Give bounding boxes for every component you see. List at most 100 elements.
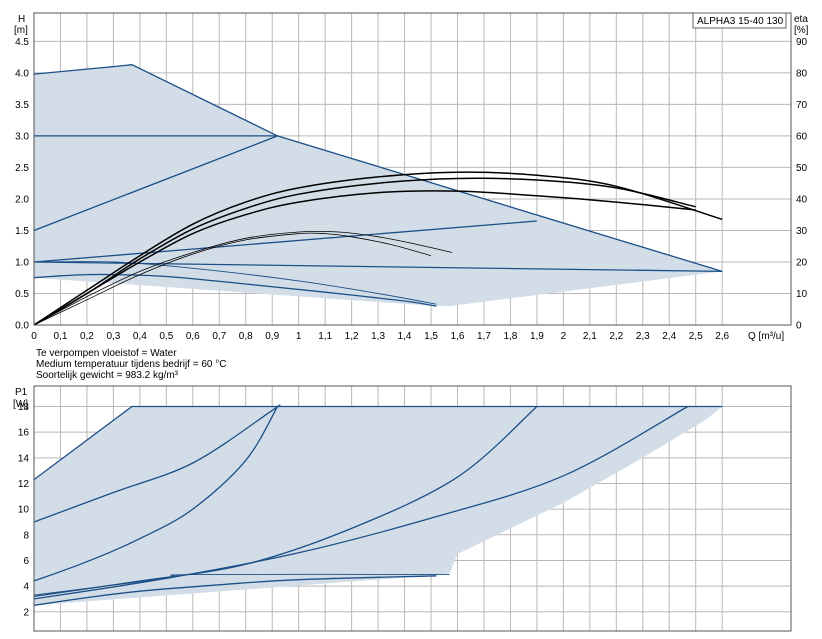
power-curve-power-curve	[33, 406, 538, 598]
power-curve-max-power	[33, 405, 723, 481]
efficiency-tick-label: 70	[796, 100, 808, 111]
flow-tick-label: 2	[561, 331, 567, 342]
head-tick-label: 4.5	[15, 37, 29, 48]
efficiency-tick-labels: 0 10 20 30 40 50 60 70 80 90	[796, 37, 808, 332]
flow-tick-label: 1,1	[318, 331, 332, 342]
flow-tick-label: 0,1	[54, 331, 68, 342]
flow-tick-label: 0,8	[239, 331, 253, 342]
efficiency-curve	[33, 230, 453, 326]
head-tick-label: 0.0	[15, 321, 29, 332]
flow-tick-label: 0,4	[133, 331, 147, 342]
flow-tick-label: 1,6	[451, 331, 465, 342]
flow-tick-label: 1,3	[371, 331, 385, 342]
power-curve-panel: 2 4 6 8 10 12 14 16 18 P1 [W]	[13, 385, 792, 632]
flow-tick-label: 1,4	[398, 331, 412, 342]
head-axis-label: H	[18, 14, 25, 25]
head-tick-label: 0.5	[15, 289, 29, 300]
flow-tick-label: 1,5	[424, 331, 438, 342]
head-tick-labels: 0.0 0.5 1.0 1.5 2.0 2.5 3.0 3.5 4.0 4.5	[15, 37, 29, 332]
power-curve-power-curve	[33, 406, 279, 582]
head-curve-min-curve-secondary	[33, 261, 437, 305]
power-axis-label: P1	[15, 387, 28, 398]
flow-tick-label: 2,6	[715, 331, 729, 342]
head-tick-label: 3.0	[15, 131, 29, 142]
efficiency-axis-label: eta	[794, 14, 808, 25]
flow-tick-label: 1	[296, 331, 302, 342]
flow-tick-label: 2,1	[583, 331, 597, 342]
power-curve-constant-curve-thin	[33, 573, 450, 596]
power-tick-label: 16	[18, 428, 30, 439]
efficiency-curve	[33, 177, 696, 326]
power-operating-area	[34, 406, 723, 606]
head-tick-label: 2.0	[15, 194, 29, 205]
model-label: ALPHA3 15-40 130	[697, 16, 784, 27]
efficiency-tick-label: 50	[796, 163, 808, 174]
efficiency-tick-label: 20	[796, 257, 808, 268]
head-tick-label: 4.0	[15, 68, 29, 79]
power-curve-power-curve	[33, 405, 689, 600]
power-tick-label: 14	[18, 453, 30, 464]
flow-tick-label: 0,2	[80, 331, 94, 342]
efficiency-tick-label: 60	[796, 131, 808, 142]
head-plot-frame	[33, 12, 792, 326]
head-curve-proportional-pressure-upper	[33, 135, 278, 232]
efficiency-tick-label: 40	[796, 194, 808, 205]
flow-tick-labels: 0 0,1 0,2 0,3 0,4 0,5 0,6 0,7 0,8 0,9 1 1,1 1,2 1,3 1,…	[31, 331, 729, 342]
head-axis-unit: [m]	[14, 25, 28, 36]
density-note: Soortelijk gewicht = 983.2 kg/m³	[36, 370, 179, 381]
efficiency-tick-label: 0	[796, 321, 802, 332]
power-tick-label: 8	[23, 530, 29, 541]
efficiency-tick-label: 90	[796, 37, 808, 48]
temperature-note: Medium temperatuur tijdens bedrijf = 60 …	[36, 359, 226, 370]
power-curve-min-power	[33, 575, 437, 606]
head-area-fill	[34, 64, 723, 307]
head-tick-label: 1.5	[15, 226, 29, 237]
model-label-box	[692, 12, 787, 29]
head-curve-proportional-pressure-lower	[33, 220, 537, 263]
flow-tick-label: 2,2	[609, 331, 623, 342]
power-plot-frame	[33, 385, 792, 632]
flow-axis-label: Q [m³/u]	[748, 331, 784, 342]
flow-tick-label: 2,4	[662, 331, 676, 342]
flow-tick-label: 0,9	[265, 331, 279, 342]
efficiency-curve	[33, 190, 696, 326]
power-tick-label: 12	[18, 479, 30, 490]
flow-tick-label: 0,7	[212, 331, 226, 342]
efficiency-curve	[33, 232, 432, 326]
flow-tick-label: 1,9	[530, 331, 544, 342]
flow-tick-label: 0	[31, 331, 37, 342]
flow-tick-label: 1,2	[345, 331, 359, 342]
head-curve-panel: 0 0,1 0,2 0,3 0,4 0,5 0,6 0,7 0,8 0,9 1 1,1 1,2 1,3 1,…	[14, 12, 809, 342]
flow-tick-label: 2,5	[689, 331, 703, 342]
efficiency-tick-label: 10	[796, 289, 808, 300]
efficiency-tick-label: 30	[796, 226, 808, 237]
power-tick-label: 18	[18, 402, 30, 413]
head-curve-constant-pressure-lower	[33, 261, 723, 273]
power-tick-label: 2	[23, 607, 29, 618]
power-curves	[33, 404, 723, 606]
head-tick-label: 1.0	[15, 257, 29, 268]
head-curves	[33, 64, 723, 307]
flow-tick-label: 1,7	[477, 331, 491, 342]
flow-tick-label: 1,8	[503, 331, 517, 342]
power-axis-unit: [W]	[13, 399, 28, 410]
power-tick-label: 10	[18, 505, 30, 516]
flow-tick-label: 0,6	[186, 331, 200, 342]
efficiency-curves	[33, 171, 723, 326]
efficiency-axis-unit: [%]	[794, 25, 809, 36]
power-tick-label: 6	[23, 556, 29, 567]
head-curve-min-curve	[33, 273, 437, 307]
power-tick-label: 4	[23, 582, 29, 593]
power-tick-labels: 2 4 6 8 10 12 14 16 18	[18, 402, 30, 618]
flow-tick-label: 0,5	[159, 331, 173, 342]
head-tick-label: 3.5	[15, 100, 29, 111]
efficiency-curve	[33, 171, 723, 326]
head-tick-label: 2.5	[15, 163, 29, 174]
head-operating-area	[34, 64, 723, 307]
fluid-note: Te verpompen vloeistof = Water	[36, 348, 177, 359]
flow-tick-label: 2,3	[636, 331, 650, 342]
efficiency-tick-label: 80	[796, 68, 808, 79]
flow-tick-label: 0,3	[106, 331, 120, 342]
power-area-fill	[34, 406, 723, 606]
